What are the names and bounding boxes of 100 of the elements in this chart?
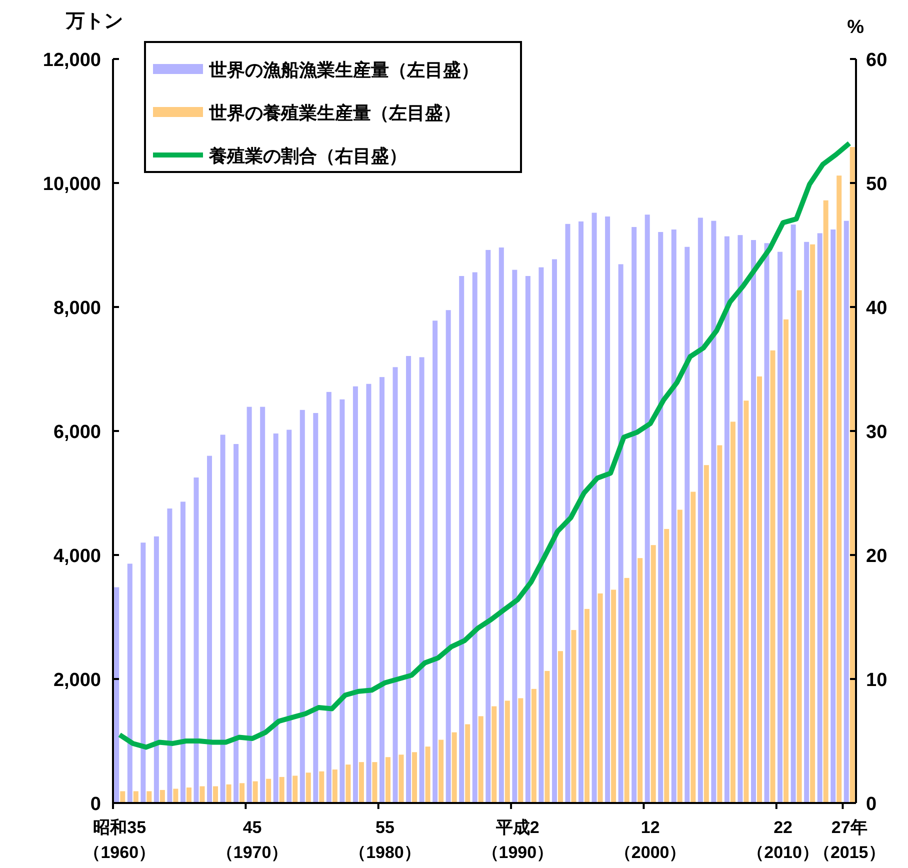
y2-tick-label: 0 [866,794,877,815]
bar [778,252,783,803]
bar [618,264,624,803]
y2-tick-label: 50 [866,174,888,195]
bar [504,700,510,803]
bar [300,410,305,803]
bar [717,445,722,803]
bar [306,772,311,803]
bar [677,510,682,803]
y2-tick-label: 30 [866,422,888,443]
bar [240,783,245,803]
bar [598,593,603,803]
bar [252,781,258,803]
bar [213,786,218,803]
bar [704,465,709,803]
bar [425,746,430,803]
x-tick-label: 55（1980） [349,818,421,862]
bar [459,276,464,803]
bar [605,216,610,803]
bar [114,587,120,803]
bar [438,740,444,803]
bar [690,492,696,803]
y2-axis-title: % [847,17,864,38]
bar [571,630,576,803]
bar [823,200,828,803]
bar [160,790,165,803]
bar [127,564,132,803]
bar [756,376,762,803]
bar [804,242,810,803]
x-tick-label: 12（2000） [614,818,686,862]
bar [385,757,390,803]
bar [332,770,338,803]
bar [140,542,146,803]
bar [671,230,676,803]
bar [544,670,550,803]
bar [531,688,536,803]
bar [273,433,278,803]
bar [133,791,138,803]
bar [764,243,770,803]
bar [844,220,849,803]
bar [180,502,186,803]
bar [724,236,730,803]
bar [525,276,530,803]
bar [664,528,670,803]
legend-label: 世界の漁船漁業生産量（左目盛） [208,60,479,80]
bar [711,220,716,803]
bar [292,776,298,803]
bar [592,212,597,803]
bar [319,771,324,803]
bar [446,310,451,803]
bar [266,778,272,803]
y-tick-label: 10,000 [42,174,101,195]
bar [326,392,332,803]
bar [486,250,491,803]
bar [638,558,643,803]
y-tick-label: 4,000 [53,546,101,567]
legend-label: 養殖業の割合（右目盛） [208,146,407,166]
bar [352,386,358,803]
bar [478,716,484,803]
bar [611,590,616,803]
bar [817,233,822,803]
bar [492,706,497,803]
bar [750,240,756,803]
bar [452,732,457,803]
y2-tick-label: 40 [866,298,888,319]
bar [790,224,796,803]
bar [340,399,345,803]
y2-tick-label: 10 [866,670,888,691]
bar [744,400,749,803]
bar [346,764,351,803]
bar [584,608,590,803]
bar [406,356,412,803]
bar [850,147,855,803]
bar [578,221,584,803]
bar [644,214,650,803]
x-tick-label: 昭和35（1960） [84,818,156,862]
bar [146,791,152,803]
bar [173,788,178,803]
y-axis-title: 万トン [65,11,123,32]
bar [186,788,192,803]
bar [398,754,404,803]
bar [246,406,252,803]
bar [220,434,226,803]
y2-tick-label: 60 [866,50,888,71]
bar [207,456,212,803]
bar [366,384,372,803]
y-tick-label: 0 [90,794,101,815]
bar [379,377,384,803]
bar [234,444,239,803]
bar [650,545,656,803]
bar [358,762,364,803]
bar [784,319,789,803]
bar [260,406,266,803]
bar [770,350,776,803]
bar [412,752,418,803]
bar [167,508,172,803]
bar [472,272,478,803]
bar [738,235,743,803]
bar [830,230,836,803]
bar [512,270,518,803]
